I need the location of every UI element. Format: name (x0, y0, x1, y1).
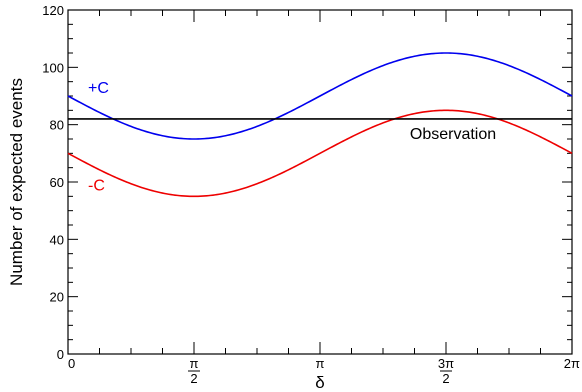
x-axis-label: δ (315, 373, 324, 392)
x-tick-label-numerator: 3π (438, 356, 454, 371)
y-tick-label: 60 (50, 175, 64, 190)
series-line-minus-c (67, 109, 573, 198)
y-tick-label: 0 (57, 347, 64, 362)
x-tick-label: π (316, 356, 325, 371)
y-tick-label: 80 (50, 118, 64, 133)
series-lines (67, 52, 573, 198)
y-tick-label: 40 (50, 232, 64, 247)
y-tick-label: 20 (50, 290, 64, 305)
series-labels: +C -C Observation (88, 80, 496, 194)
x-tick-label-numerator: π (190, 356, 199, 371)
x-tick-label-denominator: 2 (190, 371, 197, 386)
series-label-minus-c: -C (88, 178, 105, 195)
x-tick-label-denominator: 2 (442, 371, 449, 386)
y-axis-label: Number of expected events (7, 78, 26, 286)
x-tick-label: 0 (68, 356, 75, 371)
observation-label: Observation (410, 126, 496, 143)
y-tick-label: 100 (42, 60, 64, 75)
series-line-plus-c (67, 52, 573, 140)
x-tick-label: 2π (564, 356, 580, 371)
y-axis-ticks: 0 20 40 60 80 100 120 (42, 3, 572, 362)
y-tick-label: 120 (42, 3, 64, 18)
series-label-plus-c: +C (88, 80, 109, 97)
